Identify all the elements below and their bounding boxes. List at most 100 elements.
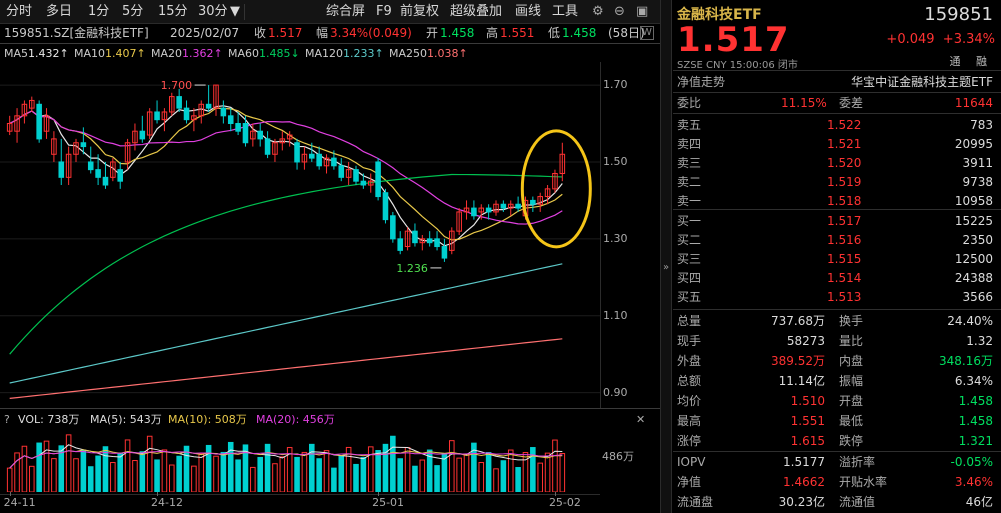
nav-row: 净值走势 华宝中证金融科技主题ETF [673, 72, 1001, 92]
candle-body [146, 111, 153, 136]
volume-bar [309, 443, 315, 492]
open-label: 开 [426, 26, 439, 40]
volume-bar [14, 452, 20, 492]
tab-multiday[interactable]: 多日 [46, 4, 73, 19]
candle-body [397, 238, 403, 251]
stat-label: 内盘 [839, 354, 864, 368]
stat-label: 量比 [839, 334, 864, 348]
tab-1min[interactable]: 1分 [88, 4, 110, 19]
toolbar-divider [244, 4, 245, 20]
stat-value: 389.52万 [771, 354, 825, 368]
stat-label: 净值 [677, 475, 702, 489]
volume-chart[interactable] [0, 430, 600, 492]
restore-icon[interactable]: ⊖ [614, 4, 625, 19]
change-amount: +0.049 [886, 32, 935, 47]
chevron-down-icon[interactable]: ▼ [230, 4, 240, 19]
forward-adjust-button[interactable]: 前复权 [400, 4, 440, 19]
level-qty: 2350 [962, 233, 993, 247]
volume-bar [250, 466, 256, 492]
ma-ma60-label: MA60 [228, 47, 260, 60]
stat-label: 振幅 [839, 374, 864, 388]
f9-button[interactable]: F9 [376, 4, 392, 19]
ma-ma250-value: 1.038↑ [427, 47, 468, 60]
candle-body [507, 203, 514, 209]
kline-chart[interactable]: 1.700 1.236 [0, 62, 600, 408]
panel-toggle[interactable]: » [660, 0, 672, 513]
layout-icon[interactable]: ▣ [636, 4, 649, 19]
volume-bar [478, 462, 485, 492]
tab-intraday[interactable]: 分时 [6, 4, 33, 19]
volume-value: VOL: 738万 [18, 413, 80, 426]
stat-row: 涨停 1.615 跌停 1.321 [673, 431, 1001, 451]
draw-line-button[interactable]: 画线 [515, 4, 542, 19]
day-count[interactable]: (58日) [608, 26, 645, 40]
chevron-right-icon[interactable]: » [663, 262, 670, 273]
candle-body [360, 180, 367, 186]
volume-bar [353, 463, 359, 492]
tab-15min[interactable]: 15分 [158, 4, 188, 19]
level-label: 买四 [677, 271, 702, 285]
candle-body [43, 115, 50, 132]
level-label: 卖三 [677, 156, 702, 170]
volume-bar [323, 450, 330, 492]
level-price: 1.516 [827, 233, 862, 247]
candle-body [132, 130, 138, 144]
volume-bar [382, 443, 389, 492]
candle-body [29, 99, 35, 109]
volume-bar [146, 435, 153, 492]
tab-30min[interactable]: 30分 [198, 4, 228, 19]
gear-icon[interactable]: ⚙ [592, 4, 604, 19]
candle-body [227, 115, 234, 125]
candle-body [345, 169, 352, 178]
order-diff-label: 委差 [839, 96, 864, 110]
candle-body [14, 115, 20, 132]
volume-bar [65, 434, 72, 492]
volume-bar [507, 449, 514, 492]
bar-date: 2025/02/07 [170, 26, 240, 40]
close-pane-icon[interactable]: ✕ [636, 413, 646, 426]
composite-screen-button[interactable]: 综合屏 [326, 4, 366, 19]
volume-bar [213, 455, 219, 492]
level-label: 买三 [677, 252, 702, 266]
volume-bar [102, 446, 109, 492]
nav-trend-link[interactable]: 净值走势 [677, 75, 726, 89]
ma-ma20-label: MA20 [151, 47, 183, 60]
wp-icon[interactable]: W [640, 26, 654, 40]
volume-bar [360, 457, 367, 492]
range-value: 3.34%(0.049) [330, 26, 412, 40]
candle-body [124, 142, 131, 163]
candle-body [375, 161, 381, 198]
volume-bar [176, 455, 182, 492]
candle-body [552, 172, 558, 190]
volume-bar [169, 464, 175, 492]
quote-panel: 金融科技ETF 159851 1.517 +0.049 +3.34% SZSE … [673, 0, 1001, 513]
tools-button[interactable]: 工具 [552, 4, 579, 19]
stat-row: 均价 1.510 开盘 1.458 [673, 391, 1001, 411]
overlay-button[interactable]: 超级叠加 [450, 4, 503, 19]
level-qty: 24388 [954, 271, 993, 285]
candle-body [117, 169, 123, 182]
stat-value: 1.32 [966, 334, 993, 348]
tab-5min[interactable]: 5分 [122, 4, 144, 19]
candle-body [242, 123, 249, 144]
order-ratio-label: 委比 [677, 96, 702, 110]
volume-ma10: MA(10): 508万 [168, 413, 247, 426]
volume-bar [530, 447, 536, 492]
price-axis: 1.70 1.50 1.30 1.10 0.90 [600, 62, 660, 408]
volume-bar [220, 451, 227, 492]
candle-body [73, 142, 79, 155]
help-icon[interactable]: ? [4, 413, 10, 426]
level-label: 买五 [677, 290, 702, 304]
order-diff-value: 11644 [954, 96, 993, 110]
candle-body [139, 130, 146, 140]
stat-value: 24.40% [947, 314, 993, 328]
volume-bar [434, 465, 440, 492]
candle-body [58, 161, 65, 178]
level-qty: 20995 [954, 137, 993, 151]
volume-bar [95, 455, 101, 492]
candle-body [154, 111, 160, 121]
info-divider [0, 43, 660, 44]
divider [673, 92, 1001, 93]
stat-value: 3.46% [954, 475, 993, 489]
volume-bar [139, 451, 146, 492]
